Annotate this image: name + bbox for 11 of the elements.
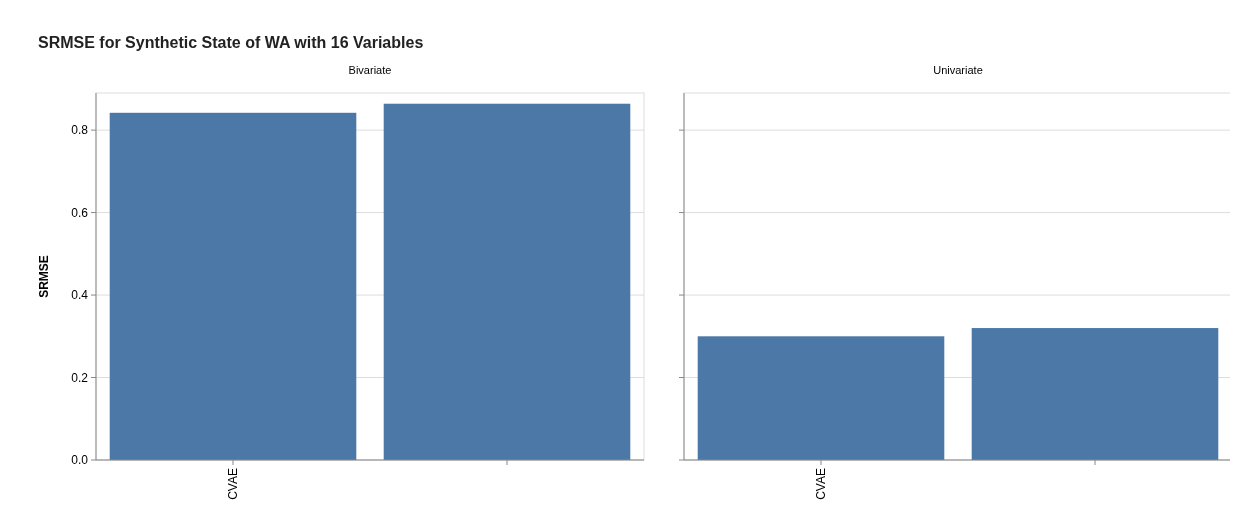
x-tick-label: CVAE xyxy=(814,468,829,500)
y-tick-label: 0.6 xyxy=(71,205,89,220)
y-tick-label: 0.0 xyxy=(71,453,89,468)
chart-subtitle: Univariate xyxy=(933,64,983,76)
y-axis-title: SRMSE xyxy=(37,255,51,298)
y-tick-label: 0.8 xyxy=(71,123,89,138)
y-tick-label: 0.4 xyxy=(71,288,89,303)
y-tick-label: 0.2 xyxy=(71,370,89,385)
chart-title: SRMSE for Synthetic State of WA with 16 Variables xyxy=(38,34,424,51)
chart-subtitle: Bivariate xyxy=(348,64,392,76)
x-tick-label: CVAE xyxy=(226,468,241,500)
